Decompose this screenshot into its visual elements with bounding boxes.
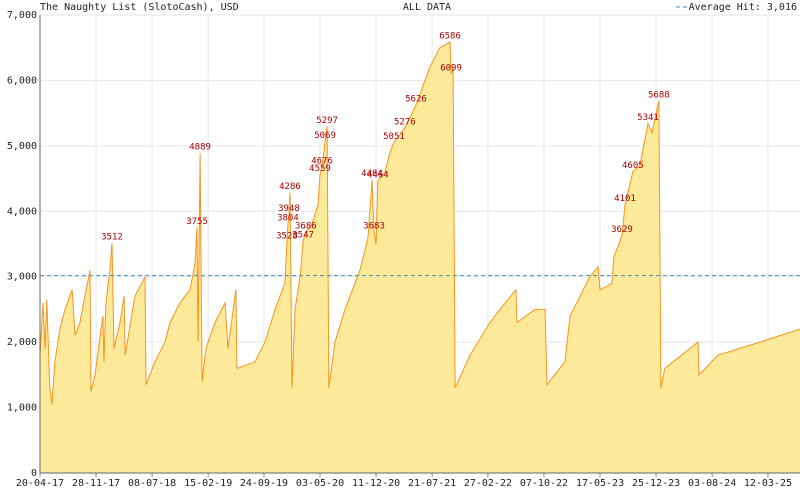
peak-label: 3683 [363,222,385,232]
peak-label: 3948 [278,204,300,214]
peak-label: 5069 [314,131,336,141]
y-tick-label: 6,000 [7,75,37,86]
peak-label: 6586 [439,32,461,42]
peak-label: 4286 [279,182,301,192]
peak-label: 3547 [292,230,314,240]
x-tick-label: 03-05-20 [296,478,344,489]
peak-label: 5626 [405,94,427,104]
peak-label: 3512 [101,233,123,243]
y-tick-label: 1,000 [7,403,37,414]
peak-label: 3629 [611,225,633,235]
y-tick-label: 7,000 [7,10,37,21]
peak-label: 3528 [276,232,298,242]
y-tick-label: 5,000 [7,141,37,152]
x-tick-label: 15-02-19 [184,478,232,489]
x-tick-label: 07-10-22 [520,478,568,489]
y-tick-label: 2,000 [7,337,37,348]
x-tick-label: 28-11-17 [72,478,120,489]
area-line [39,41,800,405]
peak-label: 4889 [189,143,211,153]
y-tick-label: 4,000 [7,206,37,217]
x-tick-label: 25-12-23 [632,478,680,489]
x-tick-label: 21-07-21 [408,478,456,489]
peak-label: 5341 [637,113,659,123]
x-tick-label: 17-05-23 [576,478,624,489]
y-tick-label: 0 [31,468,37,479]
peak-label: 4559 [309,164,331,174]
peak-label: 3804 [277,214,299,224]
legend-average: Average Hit: 3,016 [689,2,797,13]
peak-label: 3686 [295,221,317,231]
area-fill [40,42,800,473]
chart-title: The Naughty List (SlotoCash), USD [40,2,239,13]
peak-label: 4101 [614,194,636,204]
peak-label: 5688 [648,90,670,100]
peak-label: 5297 [316,116,338,126]
peak-label: 3755 [186,217,208,227]
x-tick-label: 20-04-17 [16,478,64,489]
y-tick-label: 3,000 [7,272,37,283]
x-tick-label: 12-03-25 [744,478,792,489]
x-tick-label: 24-09-19 [240,478,288,489]
peak-label: 5051 [383,132,405,142]
peak-label: 4484 [361,169,383,179]
x-tick-label: 03-08-24 [688,478,736,489]
x-tick-label: 11-12-20 [352,478,400,489]
peak-label: 4605 [622,161,644,171]
peak-label: 4464 [367,170,389,180]
peak-label: 6099 [440,63,462,73]
peak-label: 4676 [311,157,333,167]
x-tick-label: 08-07-18 [128,478,176,489]
x-tick-label: 27-02-22 [464,478,512,489]
peak-label: 5276 [394,117,416,127]
chart-subtitle: ALL DATA [403,2,451,13]
